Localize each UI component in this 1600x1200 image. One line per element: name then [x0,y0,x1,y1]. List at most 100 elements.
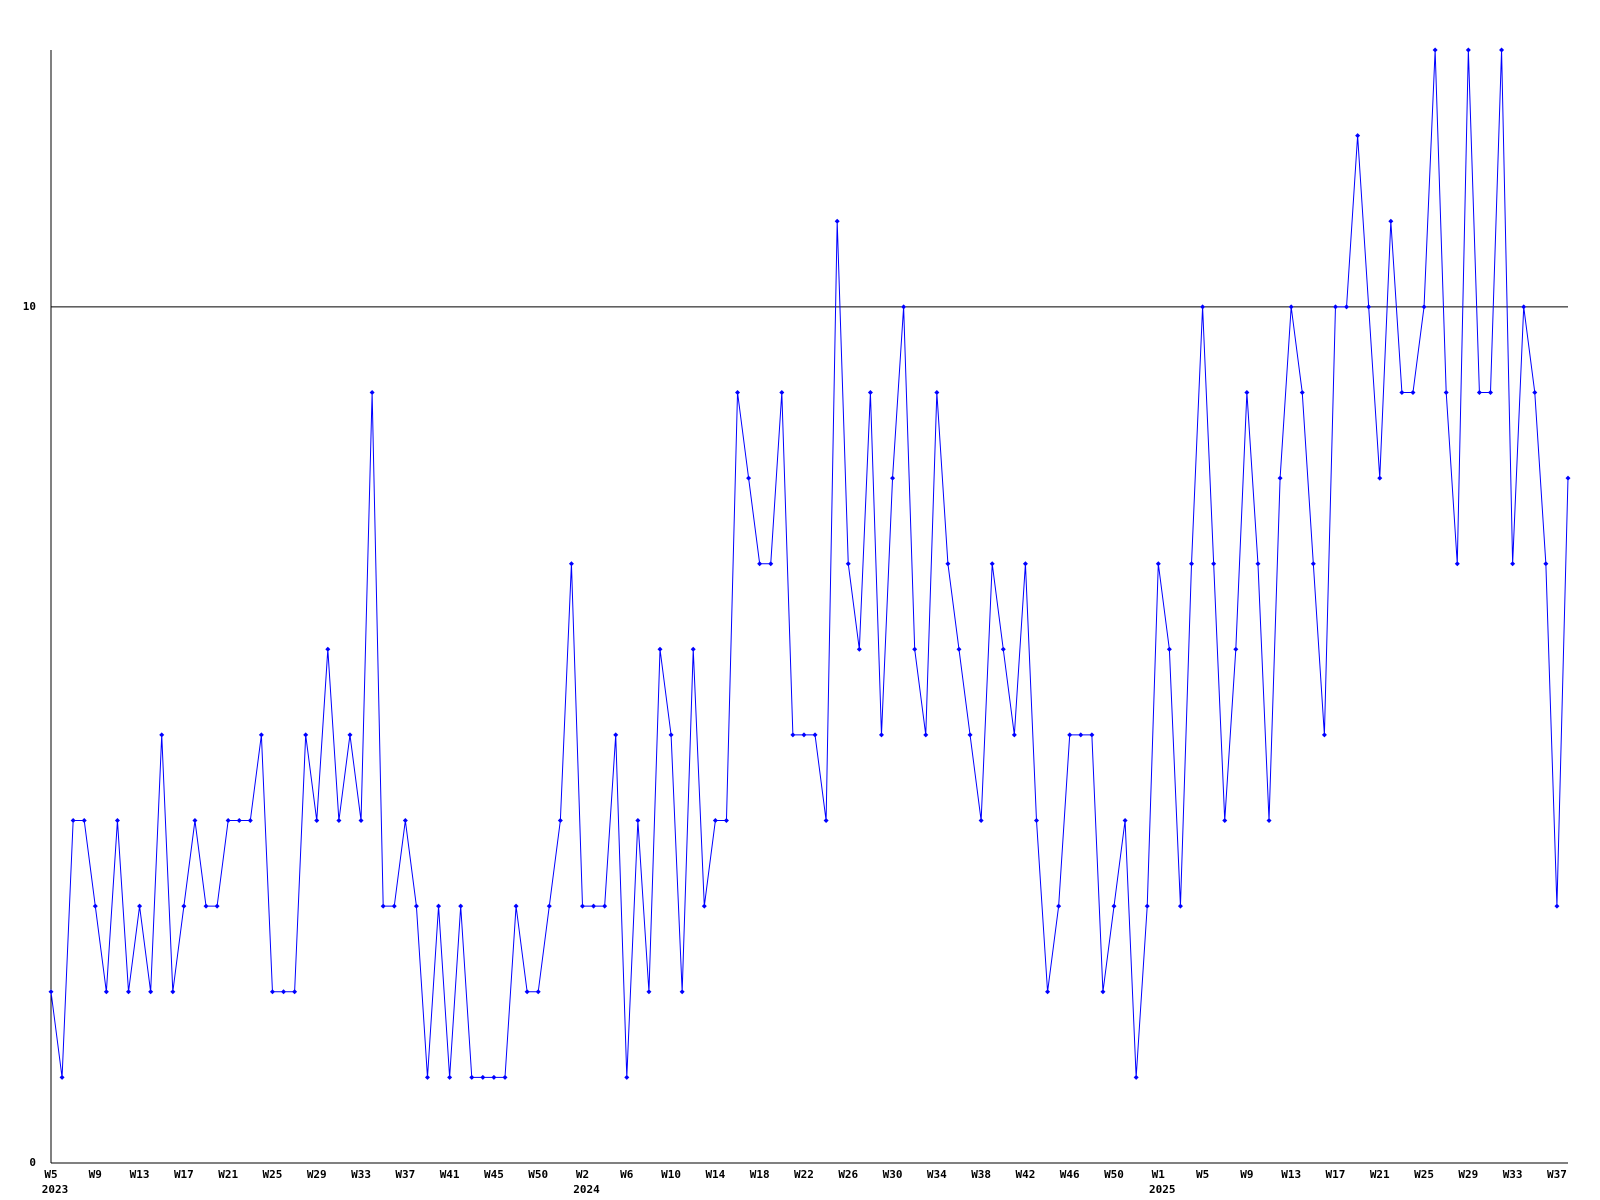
point [1288,304,1294,310]
point [1366,304,1372,310]
point [347,732,353,738]
x-tick-label: W30 [883,1168,903,1181]
point [269,989,275,995]
point [469,1074,475,1080]
x-tick-label: W33 [351,1168,371,1181]
point [1100,989,1106,995]
point [591,903,597,909]
point [956,646,962,652]
point [203,903,209,909]
x-tick-label: W25 [1414,1168,1434,1181]
point [978,818,984,824]
point [1111,903,1117,909]
point [1510,561,1516,567]
point [568,561,574,567]
point [757,561,763,567]
point [48,989,54,995]
point [1388,218,1394,224]
point [1344,304,1350,310]
point [1432,47,1438,53]
point [114,818,120,824]
point [1056,903,1062,909]
x-tick-label: W25 [263,1168,283,1181]
point [1543,561,1549,567]
point [1321,732,1327,738]
point [1200,304,1206,310]
point [491,1074,497,1080]
point [192,818,198,824]
x-tick-label: W10 [661,1168,681,1181]
point [1277,475,1283,481]
point [890,475,896,481]
point [701,903,707,909]
point [1554,903,1560,909]
point [1499,47,1505,53]
point [901,304,907,310]
point [1166,646,1172,652]
point [59,1074,65,1080]
year-label: 2023 [42,1183,69,1196]
point [845,561,851,567]
point [170,989,176,995]
point [856,646,862,652]
point [812,732,818,738]
x-tick-label: W50 [528,1168,548,1181]
point [81,818,87,824]
x-tick-label: W37 [395,1168,415,1181]
x-tick-label: W13 [130,1168,150,1181]
point [480,1074,486,1080]
point [1454,561,1460,567]
x-tick-label: W29 [1458,1168,1478,1181]
x-tick-label: W22 [794,1168,814,1181]
point [1355,133,1361,139]
x-tick-label: W6 [620,1168,634,1181]
point [1487,389,1493,395]
point [1033,818,1039,824]
point [679,989,685,995]
x-tick-label: W9 [89,1168,102,1181]
point [1332,304,1338,310]
point [1521,304,1527,310]
point [137,903,143,909]
point [912,646,918,652]
x-tick-label: W37 [1547,1168,1567,1181]
point [1122,818,1128,824]
x-tick-label: W17 [174,1168,194,1181]
point [1443,389,1449,395]
point [1144,903,1150,909]
point [989,561,995,567]
point [70,818,76,824]
point [1532,389,1538,395]
point [303,732,309,738]
x-tick-label: W38 [971,1168,991,1181]
x-tick-label: W1 [1152,1168,1166,1181]
point [779,389,785,395]
point [535,989,541,995]
point [358,818,364,824]
x-tick-label: W14 [705,1168,725,1181]
point [447,1074,453,1080]
point [325,646,331,652]
point [281,989,287,995]
point [336,818,342,824]
point [1476,389,1482,395]
point [148,989,154,995]
point [424,1074,430,1080]
point [225,818,231,824]
point [292,989,298,995]
x-tick-label: W17 [1326,1168,1346,1181]
point [1155,561,1161,567]
x-tick-label: W34 [927,1168,947,1181]
point [181,903,187,909]
point [823,818,829,824]
point [103,989,109,995]
point [746,475,752,481]
point [1255,561,1261,567]
x-tick-label: W21 [218,1168,238,1181]
point [214,903,220,909]
point [1078,732,1084,738]
y-tick-label: 10 [23,300,36,313]
point [1377,475,1383,481]
point [1222,818,1228,824]
point [834,218,840,224]
